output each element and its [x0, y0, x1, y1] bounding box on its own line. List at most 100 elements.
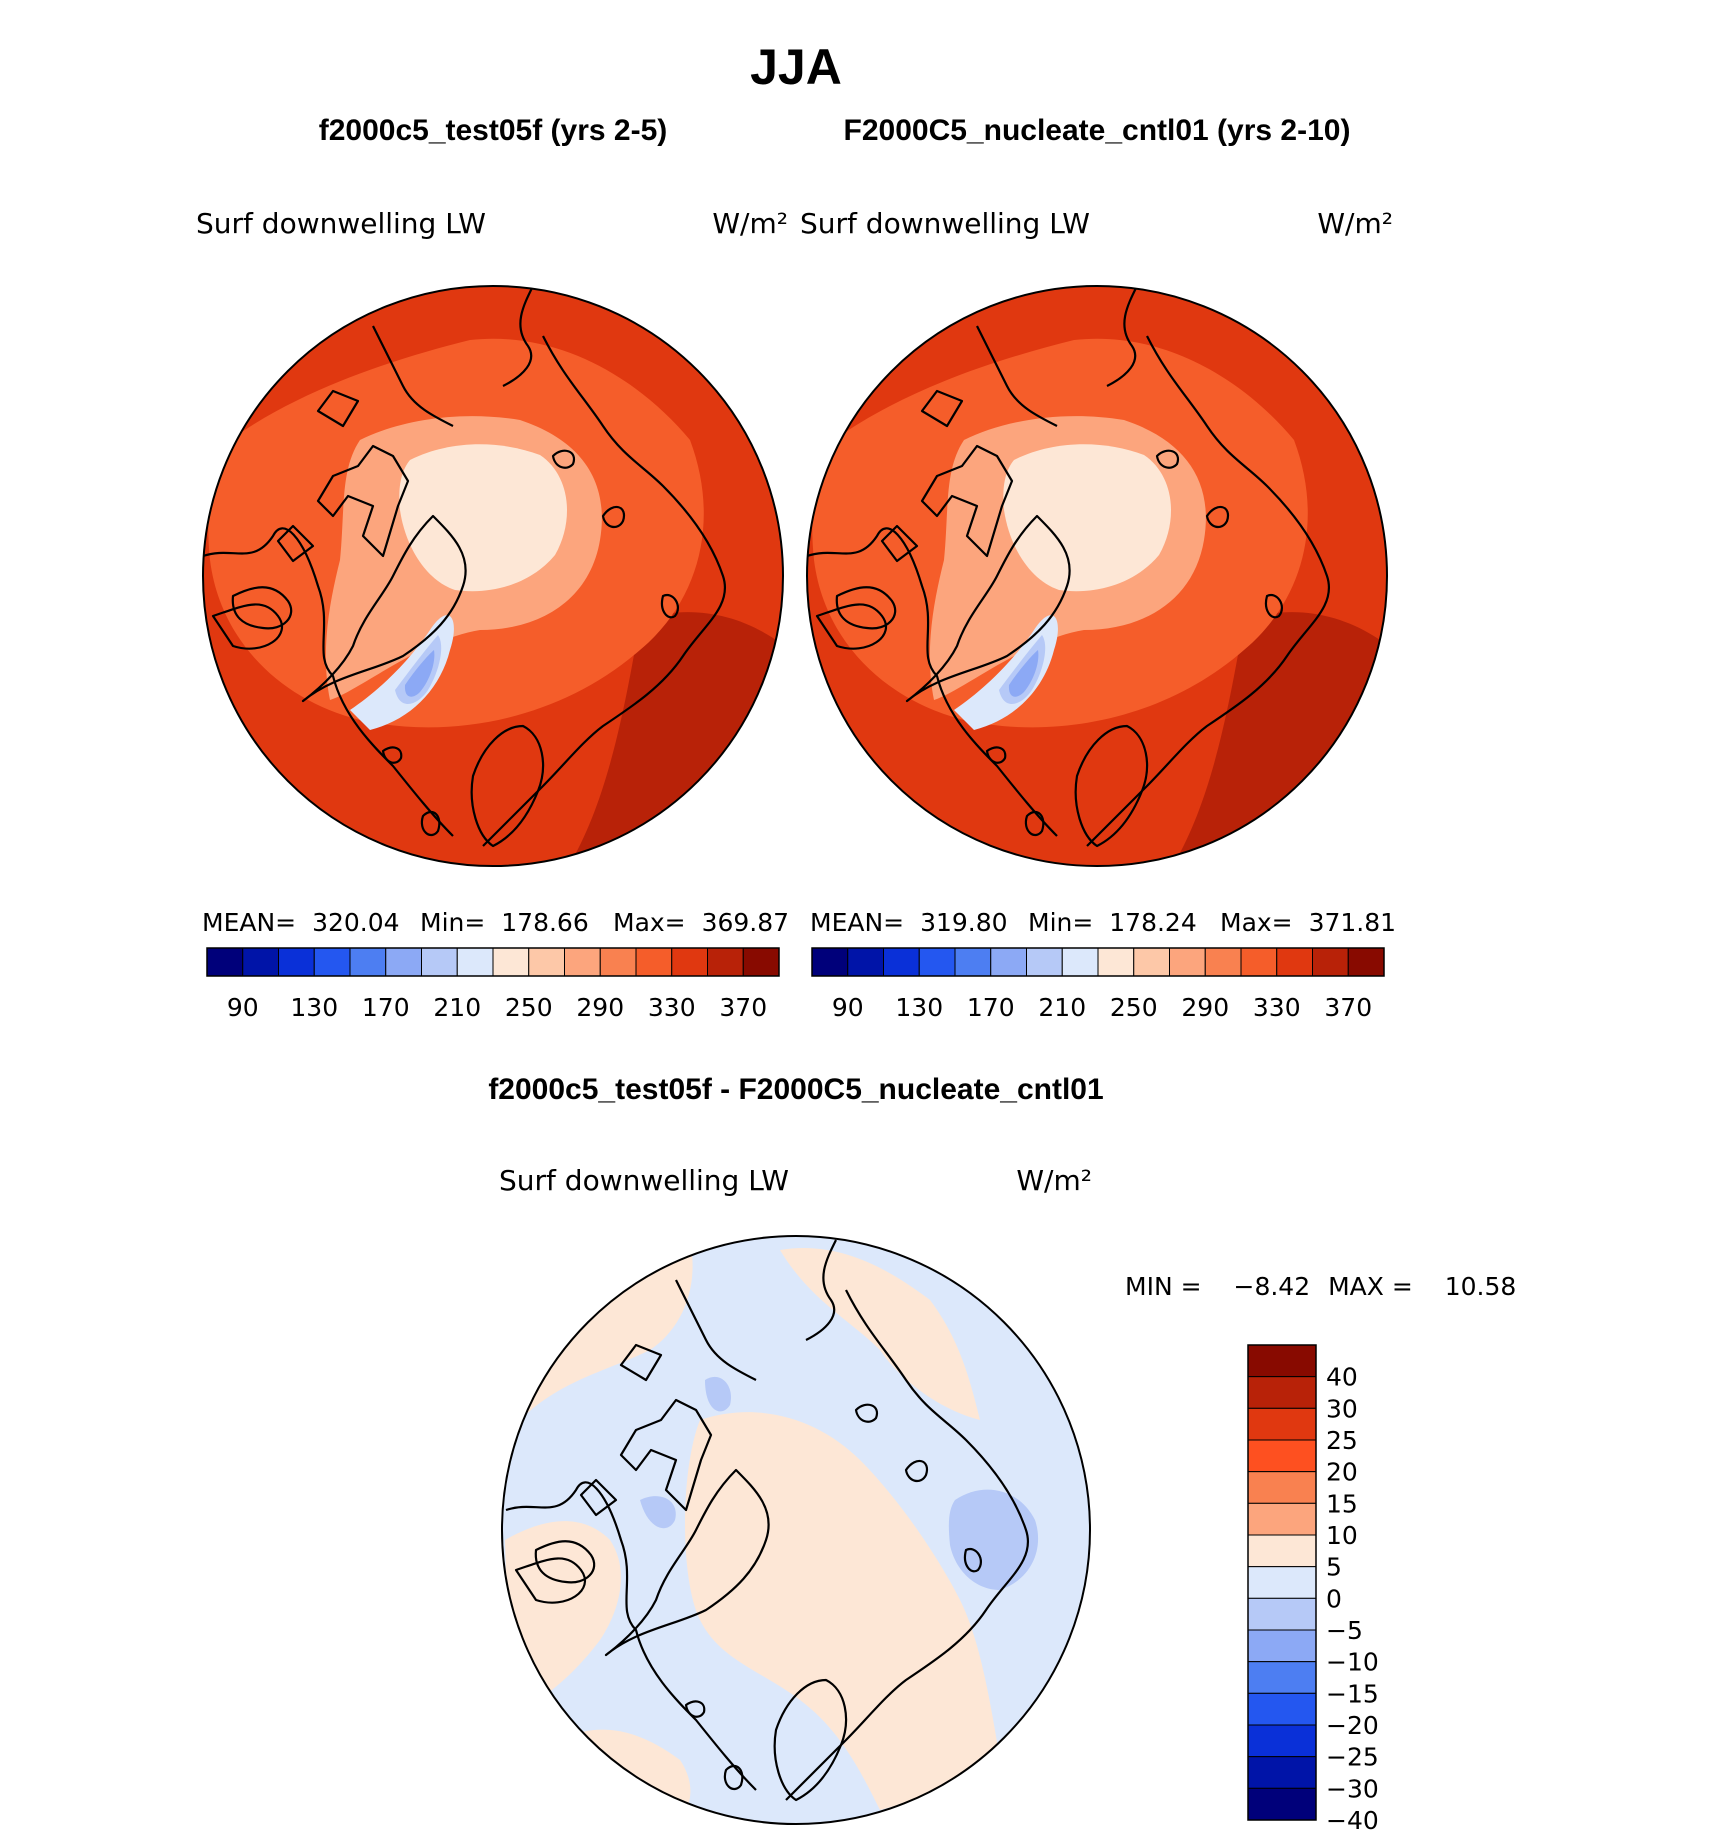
colorbar-tick-label: 15 — [1326, 1489, 1358, 1518]
colorbar-tick-label: 250 — [505, 993, 553, 1022]
colorbar-swatch — [492, 947, 530, 977]
colorbar-swatch — [1247, 1471, 1317, 1504]
diff-variable-label: Surf downwelling LW — [499, 1164, 789, 1197]
colorbar-tick-label: 330 — [1253, 993, 1301, 1022]
diff-units-label: W/m² — [1016, 1164, 1092, 1197]
colorbar-tick-label: 40 — [1326, 1363, 1358, 1392]
colorbar-frame — [1247, 1344, 1317, 1821]
colorbar-swatch — [599, 947, 637, 977]
greenland-shading — [1008, 650, 1039, 697]
colorbar-tick-label: 0 — [1326, 1584, 1342, 1613]
diff-cool-shading — [640, 1496, 676, 1529]
diff-min-label: MIN = — [1125, 1272, 1202, 1301]
greenland-shading — [404, 650, 435, 697]
right-variable-label: Surf downwelling LW — [800, 207, 1090, 240]
colorbar-swatch — [1204, 947, 1242, 977]
colorbar-tick-label: 170 — [362, 993, 410, 1022]
colorbar-swatch — [635, 947, 673, 977]
colorbar-swatch — [1247, 1787, 1317, 1821]
left-stats: MEAN= 320.04 Min= 178.66 Max= 369.87 — [202, 908, 789, 937]
colorbar-swatch — [1247, 1756, 1317, 1789]
colorbar-swatch — [811, 947, 849, 977]
colorbar-tick-label: 170 — [967, 993, 1015, 1022]
colorbar-swatch — [206, 947, 244, 977]
greenland-shading — [350, 615, 454, 730]
colorbar-tick-label: 90 — [832, 993, 864, 1022]
colorbar-swatch — [1247, 1629, 1317, 1663]
right-map — [806, 285, 1388, 867]
colorbar-swatch — [1247, 1502, 1317, 1536]
greenland-shading — [954, 615, 1058, 730]
diff-max-value: 10.58 — [1445, 1272, 1517, 1301]
colorbar-swatch — [1247, 1376, 1317, 1409]
colorbar-swatch — [671, 947, 708, 977]
colorbar-swatch — [456, 947, 494, 977]
colorbar-tick-label: 30 — [1326, 1394, 1358, 1423]
colorbar-swatch — [1247, 1439, 1317, 1473]
colorbar-tick-label: 130 — [290, 993, 338, 1022]
min-label: Min= — [420, 908, 485, 937]
colorbar-tick-label: −10 — [1326, 1648, 1379, 1677]
colorbar-tick-label: −30 — [1326, 1774, 1379, 1803]
mean-value: 320.04 — [312, 908, 399, 937]
colorbar-tick-label: 330 — [648, 993, 696, 1022]
colorbar-tick-label: −40 — [1326, 1806, 1379, 1835]
colorbar-tick-label: 5 — [1326, 1553, 1342, 1582]
svg-text:Min= 178.66: Min= 178.66 — [420, 908, 589, 937]
colorbar-swatch — [1247, 1407, 1317, 1441]
max-value: 371.81 — [1309, 908, 1396, 937]
colorbar-tick-label: −5 — [1326, 1616, 1363, 1645]
colorbar-tick-label: 290 — [1181, 993, 1229, 1022]
colorbar-swatch — [707, 947, 744, 977]
svg-text:Min= 178.24: Min= 178.24 — [1028, 908, 1197, 937]
diff-warm-shading — [685, 1412, 1000, 1810]
colorbar-swatch — [278, 947, 315, 977]
left-variable-label: Surf downwelling LW — [196, 207, 486, 240]
colorbar-swatch — [1276, 947, 1313, 977]
colorbar-swatch — [1247, 1566, 1317, 1599]
difference-title: f2000c5_test05f - F2000C5_nucleate_cntl0… — [488, 1073, 1103, 1106]
svg-text:Max= 371.81: Max= 371.81 — [1220, 908, 1396, 937]
diff-stats: MIN = −8.42 MAX = 10.58 — [1125, 1272, 1516, 1301]
mean-label: MEAN= — [202, 908, 296, 937]
colorbar-swatch — [242, 947, 279, 977]
min-value: 178.24 — [1109, 908, 1196, 937]
difference-map — [501, 1235, 1091, 1825]
left-colorbar: 90 130 170 210 250 290 330 370 — [206, 947, 780, 1022]
colorbar-swatch — [1247, 1597, 1317, 1631]
mean-label: MEAN= — [810, 908, 904, 937]
left-units-label: W/m² — [712, 207, 788, 240]
map-boundary — [806, 285, 1388, 867]
colorbar-swatch — [1169, 947, 1206, 977]
colorbar-swatch — [1312, 947, 1349, 977]
colorbar-tick-label: 130 — [895, 993, 943, 1022]
max-label: Max= — [613, 908, 686, 937]
colorbar-swatch — [1240, 947, 1278, 977]
colorbar-tick-label: 290 — [576, 993, 624, 1022]
map-boundary — [501, 1235, 1091, 1825]
colorbar-swatch — [564, 947, 601, 977]
left-map — [202, 285, 784, 867]
colorbar-swatch — [1026, 947, 1063, 977]
colorbar-swatch — [1247, 1661, 1317, 1694]
colorbar-swatch — [883, 947, 920, 977]
colorbar-swatch — [1247, 1692, 1317, 1726]
colorbar-swatch — [1247, 1724, 1317, 1758]
min-label: Min= — [1028, 908, 1093, 937]
diff-warm-shading — [780, 1248, 980, 1420]
colorbar-swatch — [954, 947, 992, 977]
colorbar-swatch — [1061, 947, 1099, 977]
right-case-title: F2000C5_nucleate_cntl01 (yrs 2-10) — [844, 114, 1351, 147]
right-units-label: W/m² — [1317, 207, 1393, 240]
diff-max-label: MAX = — [1328, 1272, 1413, 1301]
diff-cool-shading — [705, 1376, 731, 1412]
colorbar-tick-label: 20 — [1326, 1458, 1358, 1487]
pale-shading — [1003, 444, 1171, 592]
colorbar-swatch — [385, 947, 422, 977]
colorbar-tick-label: 210 — [433, 993, 481, 1022]
colorbar-tick-label: 25 — [1326, 1426, 1358, 1455]
colorbar-swatch — [742, 947, 780, 977]
colorbar-tick-label: 370 — [1324, 993, 1372, 1022]
colorbar-frame — [206, 947, 780, 977]
